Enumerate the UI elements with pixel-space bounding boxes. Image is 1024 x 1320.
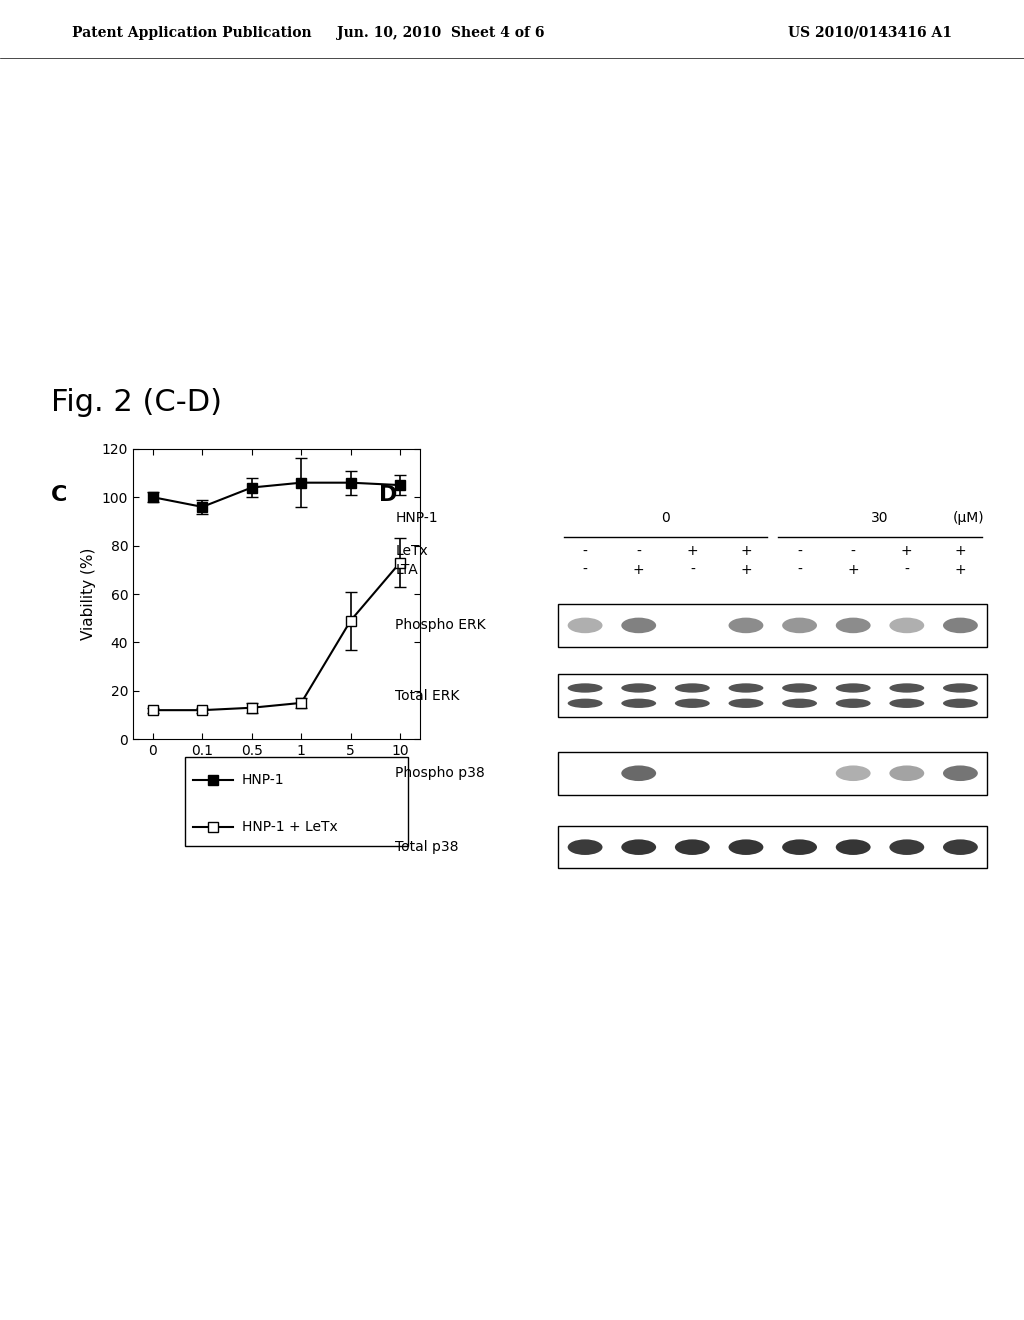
Text: D: D (379, 484, 397, 506)
Text: LeTx: LeTx (395, 544, 428, 558)
Text: HNP-1 + LeTx: HNP-1 + LeTx (242, 820, 338, 834)
Ellipse shape (567, 684, 602, 693)
Ellipse shape (943, 698, 978, 708)
Ellipse shape (728, 698, 763, 708)
Text: -: - (690, 562, 694, 577)
Ellipse shape (675, 698, 710, 708)
Text: Jun. 10, 2010  Sheet 4 of 6: Jun. 10, 2010 Sheet 4 of 6 (337, 26, 544, 40)
Text: +: + (848, 562, 859, 577)
Text: Total p38: Total p38 (395, 840, 459, 854)
Text: -: - (904, 562, 909, 577)
Ellipse shape (782, 840, 817, 855)
Ellipse shape (675, 840, 710, 855)
Text: (μM): (μM) (952, 511, 984, 525)
Ellipse shape (728, 618, 763, 634)
Ellipse shape (675, 684, 710, 693)
Text: Fig. 2 (C-D): Fig. 2 (C-D) (51, 388, 222, 417)
Text: 30: 30 (871, 511, 889, 525)
Ellipse shape (836, 766, 870, 781)
Text: C: C (51, 484, 68, 506)
Ellipse shape (728, 840, 763, 855)
X-axis label: HNP-1 (μM): HNP-1 (μM) (233, 763, 319, 779)
Text: Total ERK: Total ERK (395, 689, 460, 702)
Ellipse shape (622, 684, 656, 693)
Bar (558, 605, 987, 647)
Text: -: - (636, 544, 641, 558)
Ellipse shape (622, 766, 656, 781)
Bar (558, 826, 987, 869)
Ellipse shape (836, 698, 870, 708)
Text: -: - (583, 544, 588, 558)
Ellipse shape (890, 698, 925, 708)
Text: US 2010/0143416 A1: US 2010/0143416 A1 (788, 26, 952, 40)
Text: +: + (740, 544, 752, 558)
Ellipse shape (890, 766, 925, 781)
Ellipse shape (567, 698, 602, 708)
Text: +: + (954, 562, 967, 577)
Ellipse shape (782, 684, 817, 693)
Ellipse shape (836, 840, 870, 855)
Text: Phospho p38: Phospho p38 (395, 766, 485, 780)
Ellipse shape (943, 618, 978, 634)
Ellipse shape (728, 684, 763, 693)
Ellipse shape (836, 618, 870, 634)
Ellipse shape (943, 766, 978, 781)
Ellipse shape (567, 840, 602, 855)
Ellipse shape (782, 618, 817, 634)
Ellipse shape (890, 840, 925, 855)
Ellipse shape (890, 618, 925, 634)
Bar (558, 675, 987, 717)
Y-axis label: Viability (%): Viability (%) (81, 548, 96, 640)
Ellipse shape (943, 840, 978, 855)
Text: +: + (686, 544, 698, 558)
Text: -: - (797, 544, 802, 558)
Text: 0: 0 (662, 511, 670, 525)
Text: -: - (797, 562, 802, 577)
Ellipse shape (567, 618, 602, 634)
Text: +: + (740, 562, 752, 577)
Text: Phospho ERK: Phospho ERK (395, 618, 485, 632)
Ellipse shape (782, 698, 817, 708)
Text: +: + (954, 544, 967, 558)
Text: +: + (633, 562, 644, 577)
Text: -: - (583, 562, 588, 577)
Text: +: + (901, 544, 912, 558)
Ellipse shape (836, 684, 870, 693)
Text: HNP-1: HNP-1 (242, 774, 285, 787)
Ellipse shape (622, 840, 656, 855)
Bar (558, 752, 987, 795)
Ellipse shape (622, 618, 656, 634)
Text: Patent Application Publication: Patent Application Publication (72, 26, 311, 40)
Ellipse shape (890, 684, 925, 693)
Text: LTA: LTA (395, 562, 418, 577)
Ellipse shape (943, 684, 978, 693)
Text: HNP-1: HNP-1 (395, 511, 438, 525)
Ellipse shape (622, 698, 656, 708)
Text: -: - (851, 544, 856, 558)
